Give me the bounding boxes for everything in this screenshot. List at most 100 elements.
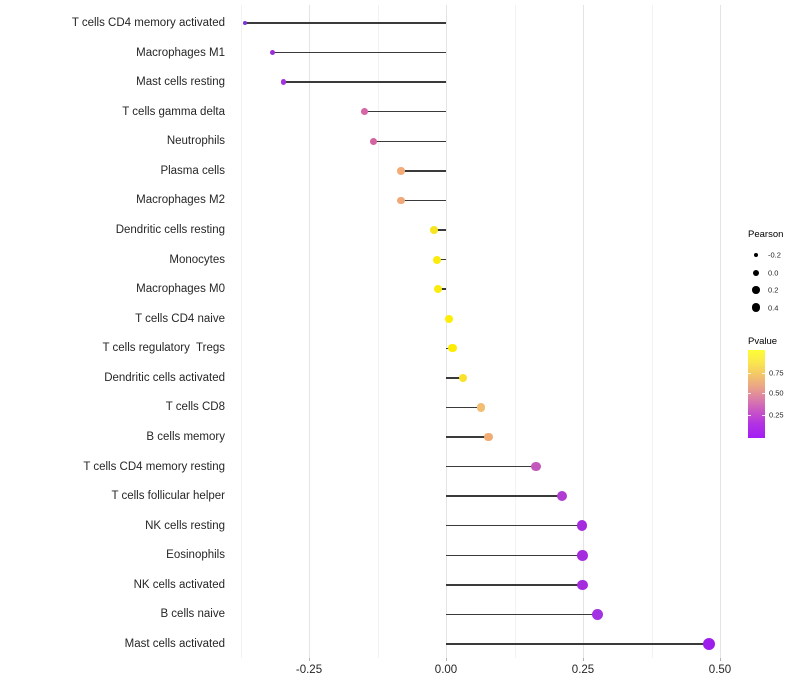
y-axis-label: T cells regulatory Tregs bbox=[102, 342, 225, 355]
y-axis-label: T cells CD4 naive bbox=[135, 312, 225, 325]
y-axis-label: B cells naive bbox=[160, 608, 225, 621]
y-axis-label: B cells memory bbox=[146, 430, 225, 443]
lollipop-dot bbox=[702, 637, 716, 651]
y-axis-label: Macrophages M2 bbox=[136, 194, 225, 207]
plot-panel bbox=[233, 5, 770, 658]
lollipop-segment bbox=[364, 110, 446, 113]
pvalue-bar-tick bbox=[748, 415, 751, 417]
pvalue-legend-tick-label: 0.50 bbox=[769, 388, 784, 398]
lollipop-segment bbox=[446, 377, 463, 379]
lollipop-segment bbox=[373, 140, 446, 143]
y-axis-label: Dendritic cells activated bbox=[104, 371, 225, 384]
y-axis-label: T cells CD8 bbox=[165, 401, 225, 414]
lollipop-dot bbox=[270, 50, 276, 56]
y-axis-label: T cells CD4 memory resting bbox=[83, 460, 225, 473]
y-axis-label: T cells follicular helper bbox=[111, 490, 225, 503]
pvalue-legend-tick-label: 0.75 bbox=[769, 368, 784, 378]
gridline-major bbox=[446, 5, 447, 658]
gridline-minor bbox=[377, 5, 379, 658]
pvalue-legend-title: Pvalue bbox=[748, 336, 778, 347]
x-axis-tick-label: 0.25 bbox=[571, 664, 595, 676]
lollipop-segment bbox=[437, 258, 446, 261]
x-axis-tick-label: 0.00 bbox=[434, 664, 458, 676]
lollipop-dot bbox=[429, 226, 438, 234]
lollipop-segment bbox=[283, 81, 446, 83]
y-axis-label: Plasma cells bbox=[160, 164, 225, 177]
lollipop-dot bbox=[448, 344, 457, 353]
gridline-major bbox=[720, 5, 721, 658]
x-axis-tick bbox=[583, 658, 584, 661]
pvalue-bar-tick bbox=[762, 393, 765, 395]
lollipop-segment bbox=[244, 22, 446, 24]
lollipop-segment bbox=[272, 51, 446, 54]
lollipop-segment bbox=[446, 643, 710, 645]
gridline-minor bbox=[514, 5, 516, 658]
x-axis-tick bbox=[309, 658, 310, 661]
lollipop-dot bbox=[591, 608, 603, 620]
lollipop-dot bbox=[397, 167, 405, 175]
y-axis-label: NK cells activated bbox=[133, 578, 225, 591]
y-axis-label: Mast cells resting bbox=[136, 76, 225, 89]
lollipop-dot bbox=[576, 520, 588, 532]
pearson-legend-key-label: -0.2 bbox=[768, 250, 781, 260]
y-axis-label: Monocytes bbox=[169, 253, 225, 266]
x-axis-tick bbox=[446, 658, 447, 661]
pvalue-bar-tick bbox=[762, 372, 765, 374]
pearson-legend-key-dot bbox=[753, 252, 759, 258]
gridline-major bbox=[583, 5, 584, 658]
lollipop-segment bbox=[446, 406, 482, 409]
lollipop-segment bbox=[446, 584, 583, 586]
pvalue-gradient-bar bbox=[748, 350, 765, 438]
pearson-legend-key-label: 0.4 bbox=[768, 303, 779, 312]
lollipop-dot bbox=[360, 108, 368, 116]
lollipop-segment bbox=[446, 613, 598, 616]
y-axis-label: Macrophages M0 bbox=[136, 283, 225, 296]
lollipop-dot bbox=[369, 137, 377, 145]
x-axis-tick bbox=[720, 658, 721, 661]
gridline-minor bbox=[651, 5, 653, 658]
pearson-legend-key-dot bbox=[751, 303, 761, 312]
lollipop-dot bbox=[433, 285, 442, 294]
x-axis-tick-label: -0.25 bbox=[295, 664, 323, 676]
y-axis-label: Macrophages M1 bbox=[136, 46, 225, 59]
y-axis-label: Mast cells activated bbox=[124, 637, 225, 650]
y-axis-label: Eosinophils bbox=[166, 549, 225, 562]
lollipop-dot bbox=[530, 461, 541, 472]
lollipop-segment bbox=[446, 465, 536, 468]
lollipop-dot bbox=[577, 549, 588, 561]
x-axis-tick-label: 0.50 bbox=[708, 664, 732, 676]
lollipop-segment bbox=[446, 554, 583, 557]
lollipop-dot bbox=[433, 255, 442, 264]
lollipop-segment bbox=[401, 170, 446, 172]
lollipop-segment bbox=[446, 436, 489, 438]
pearson-legend-key-dot bbox=[752, 286, 760, 294]
lollipop-dot bbox=[458, 373, 468, 383]
pvalue-bar-tick bbox=[748, 372, 751, 374]
y-axis-label: Neutrophils bbox=[166, 135, 225, 148]
y-axis-label: T cells CD4 memory activated bbox=[71, 17, 225, 29]
pearson-legend-key-label: 0.0 bbox=[768, 268, 779, 277]
y-axis-label: Dendritic cells resting bbox=[115, 223, 225, 236]
gridline-major bbox=[309, 5, 310, 658]
lollipop-segment bbox=[433, 229, 446, 231]
lollipop-dot bbox=[557, 490, 568, 502]
lollipop-segment bbox=[446, 495, 563, 497]
lollipop-dot bbox=[476, 403, 486, 412]
lollipop-dot bbox=[280, 79, 286, 85]
pearson-legend-title: Pearson bbox=[748, 229, 784, 240]
lollipop-segment bbox=[446, 524, 582, 527]
lollipop-segment bbox=[401, 199, 446, 202]
y-axis-label: T cells gamma delta bbox=[122, 105, 225, 118]
pvalue-bar-tick bbox=[762, 415, 765, 417]
lollipop-dot bbox=[577, 579, 588, 591]
lollipop-dot bbox=[397, 196, 405, 205]
y-axis-label: NK cells resting bbox=[145, 519, 225, 532]
lollipop-dot bbox=[242, 20, 248, 26]
pearson-legend-key-dot bbox=[753, 269, 759, 276]
lollipop-dot bbox=[483, 432, 493, 442]
pvalue-bar-tick bbox=[748, 393, 751, 395]
gridline-minor bbox=[240, 5, 242, 658]
lollipop-dot bbox=[444, 314, 453, 323]
pearson-legend-key-label: 0.2 bbox=[768, 285, 779, 295]
